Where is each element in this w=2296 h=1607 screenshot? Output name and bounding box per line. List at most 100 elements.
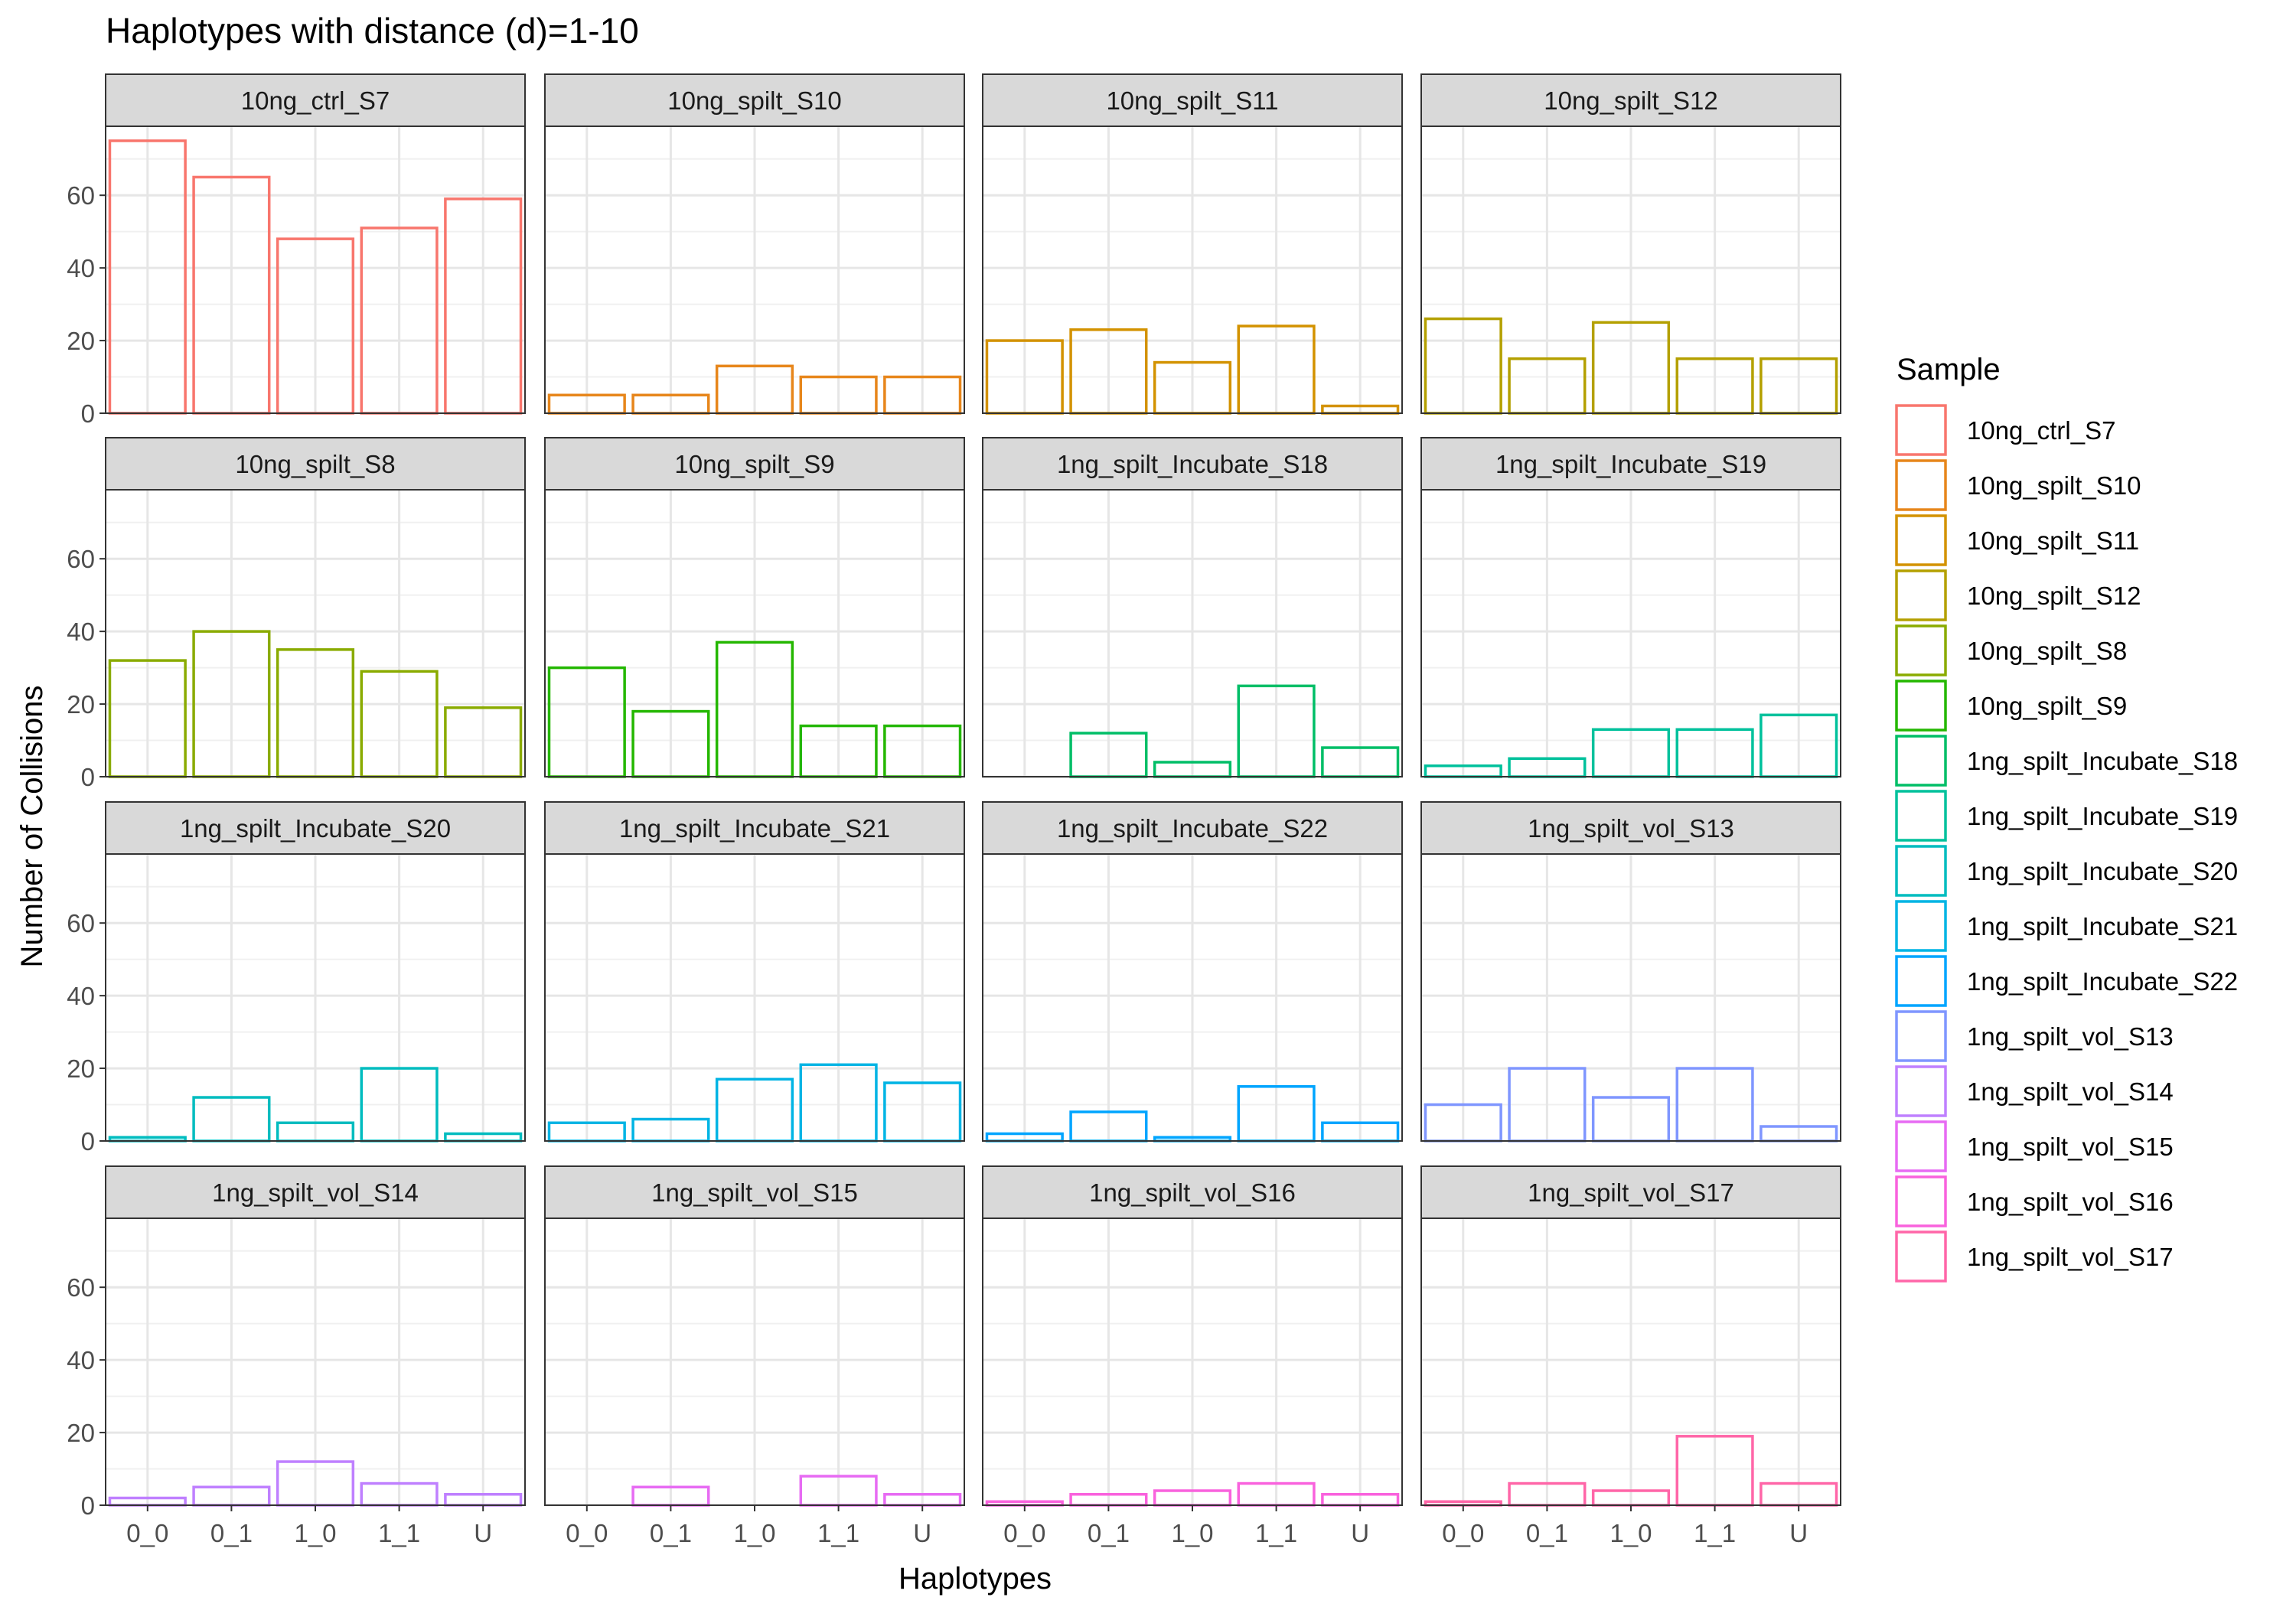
y-tick-label: 20 <box>67 327 95 355</box>
legend-items: 10ng_ctrl_S7 10ng_spilt_S10 10ng_spilt_S11… <box>1895 404 2238 1283</box>
x-tick-label: 0_1 <box>1526 1519 1568 1547</box>
facet-panel: 10ng_spilt_S11 <box>982 73 1403 415</box>
facet-panel: 1ng_spilt_Incubate_S19 <box>1420 437 1841 778</box>
legend-item: 1ng_spilt_vol_S17 <box>1895 1231 2174 1283</box>
legend-item: 10ng_spilt_S10 <box>1895 459 2141 511</box>
facet-panel: 1ng_spilt_vol_S13 <box>1420 801 1841 1143</box>
facet-strip <box>1420 73 1841 127</box>
legend-item: 10ng_spilt_S11 <box>1895 514 2139 566</box>
facet-panel: 10ng_spilt_S10 <box>544 73 965 415</box>
y-tick-label: 60 <box>67 181 95 210</box>
x-tick-label: 0_1 <box>210 1519 253 1547</box>
facet-strip-label: 1ng_spilt_Incubate_S21 <box>619 814 890 843</box>
legend-item: 1ng_spilt_Incubate_S21 <box>1895 900 2238 952</box>
y-tick-label: 40 <box>67 1346 95 1374</box>
x-tick-label: 1_1 <box>1694 1519 1736 1547</box>
panel-border <box>982 853 1403 1142</box>
facet-strip <box>982 801 1403 855</box>
facet-strip <box>544 437 965 491</box>
x-tick-label: 1_0 <box>1171 1519 1213 1547</box>
facet-panels: 10ng_ctrl_S7 0 20 40 60 10ng_spilt_S10 10ng_sp… <box>67 73 1841 1547</box>
legend-item: 10ng_ctrl_S7 <box>1895 404 2115 456</box>
legend-key <box>1895 404 1947 456</box>
facet-strip-label: 1ng_spilt_vol_S17 <box>1528 1178 1734 1207</box>
facet-panel: 10ng_spilt_S12 <box>1420 73 1841 415</box>
x-tick-label: 0_0 <box>1003 1519 1045 1547</box>
y-tick-label: 60 <box>67 1273 95 1302</box>
legend-label: 1ng_spilt_Incubate_S21 <box>1967 912 2238 940</box>
legend-label: 10ng_spilt_S11 <box>1967 526 2139 555</box>
legend-label: 1ng_spilt_vol_S16 <box>1967 1188 2174 1216</box>
facet-strip <box>982 1165 1403 1219</box>
y-tick-label: 0 <box>81 763 95 791</box>
facet-panel: 1ng_spilt_vol_S16 0_0 0_1 1_0 1_1 U <box>982 1165 1403 1547</box>
legend-item: 1ng_spilt_vol_S13 <box>1895 1010 2174 1062</box>
legend-key <box>1895 1231 1947 1283</box>
x-tick-label: 1_0 <box>294 1519 336 1547</box>
panel-border <box>1420 853 1841 1142</box>
facet-strip-label: 1ng_spilt_Incubate_S20 <box>180 814 451 843</box>
facet-strip <box>544 1165 965 1219</box>
facet-strip-label: 10ng_spilt_S12 <box>1544 86 1718 115</box>
facet-strip-label: 10ng_spilt_S8 <box>235 450 395 478</box>
legend-item: 1ng_spilt_vol_S14 <box>1895 1065 2174 1117</box>
facet-strip <box>105 437 526 491</box>
x-tick-label: 1_0 <box>1609 1519 1652 1547</box>
facet-panel: 1ng_spilt_Incubate_S20 0 20 40 60 <box>67 801 526 1156</box>
facet-panel: 1ng_spilt_vol_S15 0_0 0_1 1_0 1_1 U <box>544 1165 965 1547</box>
legend-key <box>1895 514 1947 566</box>
facet-panel: 10ng_ctrl_S7 0 20 40 60 <box>67 73 526 428</box>
x-tick-label: 1_1 <box>817 1519 859 1547</box>
legend-key <box>1895 955 1947 1007</box>
x-tick-label: U <box>474 1519 492 1547</box>
panel-border <box>1420 489 1841 777</box>
facet-strip-label: 1ng_spilt_vol_S16 <box>1089 1178 1296 1207</box>
legend-title: Sample <box>1896 353 2001 386</box>
legend-label: 1ng_spilt_vol_S17 <box>1967 1243 2174 1271</box>
facet-strip <box>1420 1165 1841 1219</box>
facet-strip-label: 1ng_spilt_vol_S13 <box>1528 814 1734 843</box>
x-tick-label: 0_0 <box>126 1519 168 1547</box>
facet-panel: 1ng_spilt_vol_S17 0_0 0_1 1_0 1_1 U <box>1420 1165 1841 1547</box>
x-tick-label: 1_1 <box>1255 1519 1297 1547</box>
panel-border <box>105 125 526 414</box>
legend-item: 1ng_spilt_Incubate_S19 <box>1895 790 2238 842</box>
panel-border <box>105 853 526 1142</box>
facet-strip-label: 10ng_ctrl_S7 <box>241 86 390 115</box>
x-axis-title: Haplotypes <box>899 1562 1052 1596</box>
y-tick-label: 60 <box>67 909 95 937</box>
y-tick-label: 40 <box>67 254 95 282</box>
legend-item: 1ng_spilt_vol_S16 <box>1895 1175 2174 1227</box>
legend-item: 1ng_spilt_Incubate_S22 <box>1895 955 2238 1007</box>
x-tick-label: 0_0 <box>566 1519 608 1547</box>
legend-label: 1ng_spilt_Incubate_S19 <box>1967 802 2238 830</box>
legend-label: 1ng_spilt_vol_S14 <box>1967 1077 2174 1106</box>
legend: Sample 10ng_ctrl_S7 10ng_spilt_S10 10ng_sp… <box>1895 353 2238 1283</box>
legend-item: 1ng_spilt_Incubate_S18 <box>1895 735 2238 787</box>
legend-key <box>1895 1120 1947 1172</box>
legend-key <box>1895 845 1947 897</box>
x-tick-label: 0_1 <box>1088 1519 1130 1547</box>
facet-strip-label: 10ng_spilt_S9 <box>674 450 834 478</box>
facet-panel: 1ng_spilt_vol_S14 0 20 40 60 0_0 0_1 1_0 1_1 U <box>67 1165 526 1547</box>
facet-strip-label: 1ng_spilt_vol_S14 <box>212 1178 419 1207</box>
facet-strip-label: 1ng_spilt_vol_S15 <box>651 1178 858 1207</box>
y-tick-label: 20 <box>67 1419 95 1447</box>
legend-key <box>1895 1010 1947 1062</box>
legend-key <box>1895 569 1947 621</box>
panel-border <box>544 489 965 777</box>
legend-key <box>1895 459 1947 511</box>
facet-strip <box>1420 801 1841 855</box>
legend-key <box>1895 900 1947 952</box>
chart-title: Haplotypes with distance (d)=1-10 <box>106 11 639 51</box>
legend-label: 1ng_spilt_Incubate_S20 <box>1967 857 2238 885</box>
facet-panel: 1ng_spilt_Incubate_S18 <box>982 437 1403 778</box>
panel-border <box>105 489 526 777</box>
facet-strip-label: 1ng_spilt_Incubate_S19 <box>1495 450 1766 478</box>
legend-label: 1ng_spilt_vol_S15 <box>1967 1133 2174 1161</box>
legend-key <box>1895 790 1947 842</box>
legend-key <box>1895 680 1947 732</box>
legend-item: 10ng_spilt_S12 <box>1895 569 2141 621</box>
x-tick-label: 1_1 <box>378 1519 420 1547</box>
